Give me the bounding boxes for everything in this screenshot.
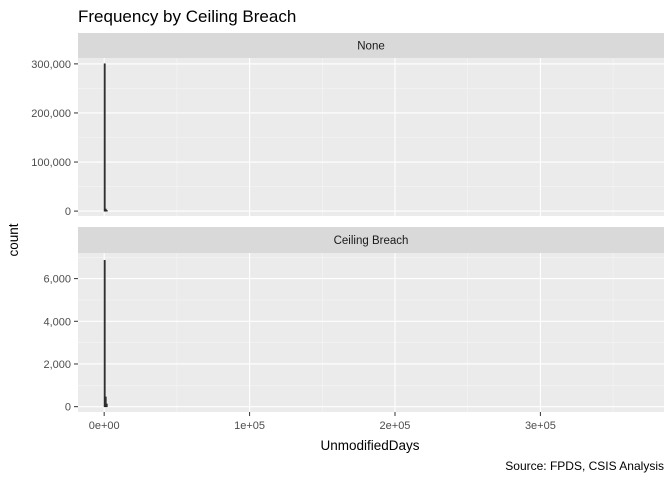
histogram-bar	[103, 260, 106, 408]
facet-strip-label: None	[357, 41, 385, 53]
histogram-bar	[105, 210, 108, 212]
x-tick-label: 1e+05	[234, 420, 265, 432]
histogram-bar	[105, 403, 108, 408]
histogram-bar	[104, 396, 107, 408]
x-axis: 0e+00 1e+05 2e+05 3e+05	[89, 412, 556, 432]
facet-panel: Ceiling Breach 0 2,000 4,000 6,000	[43, 227, 664, 414]
facet-panel: None 0 100,000 200,000 300,000	[31, 33, 664, 218]
panel-background	[78, 253, 664, 412]
y-tick-label: 100,000	[31, 157, 71, 169]
chart-title: Frequency by Ceiling Breach	[78, 7, 296, 26]
x-axis-title: UnmodifiedDays	[320, 438, 419, 453]
facet-strip-label: Ceiling Breach	[334, 235, 409, 247]
x-tick-label: 3e+05	[525, 420, 556, 432]
y-axis-title: count	[6, 223, 21, 256]
histogram-bar	[103, 63, 106, 212]
y-tick-label: 0	[65, 206, 71, 218]
chart-caption: Source: FPDS, CSIS Analysis	[505, 459, 664, 473]
x-tick-label: 2e+05	[380, 420, 411, 432]
facet-strip	[78, 33, 664, 58]
x-tick-label: 0e+00	[89, 420, 120, 432]
panel-background	[78, 58, 664, 216]
y-tick-label: 200,000	[31, 108, 71, 120]
facet-strip	[78, 227, 664, 253]
facet-panels: None 0 100,000 200,000 300,000 Ceiling Breach…	[31, 33, 664, 414]
y-tick-label: 0	[65, 402, 71, 414]
y-tick-label: 2,000	[43, 359, 71, 371]
y-tick-label: 4,000	[43, 316, 71, 328]
y-tick-label: 6,000	[43, 274, 71, 286]
y-tick-label: 300,000	[31, 59, 71, 71]
